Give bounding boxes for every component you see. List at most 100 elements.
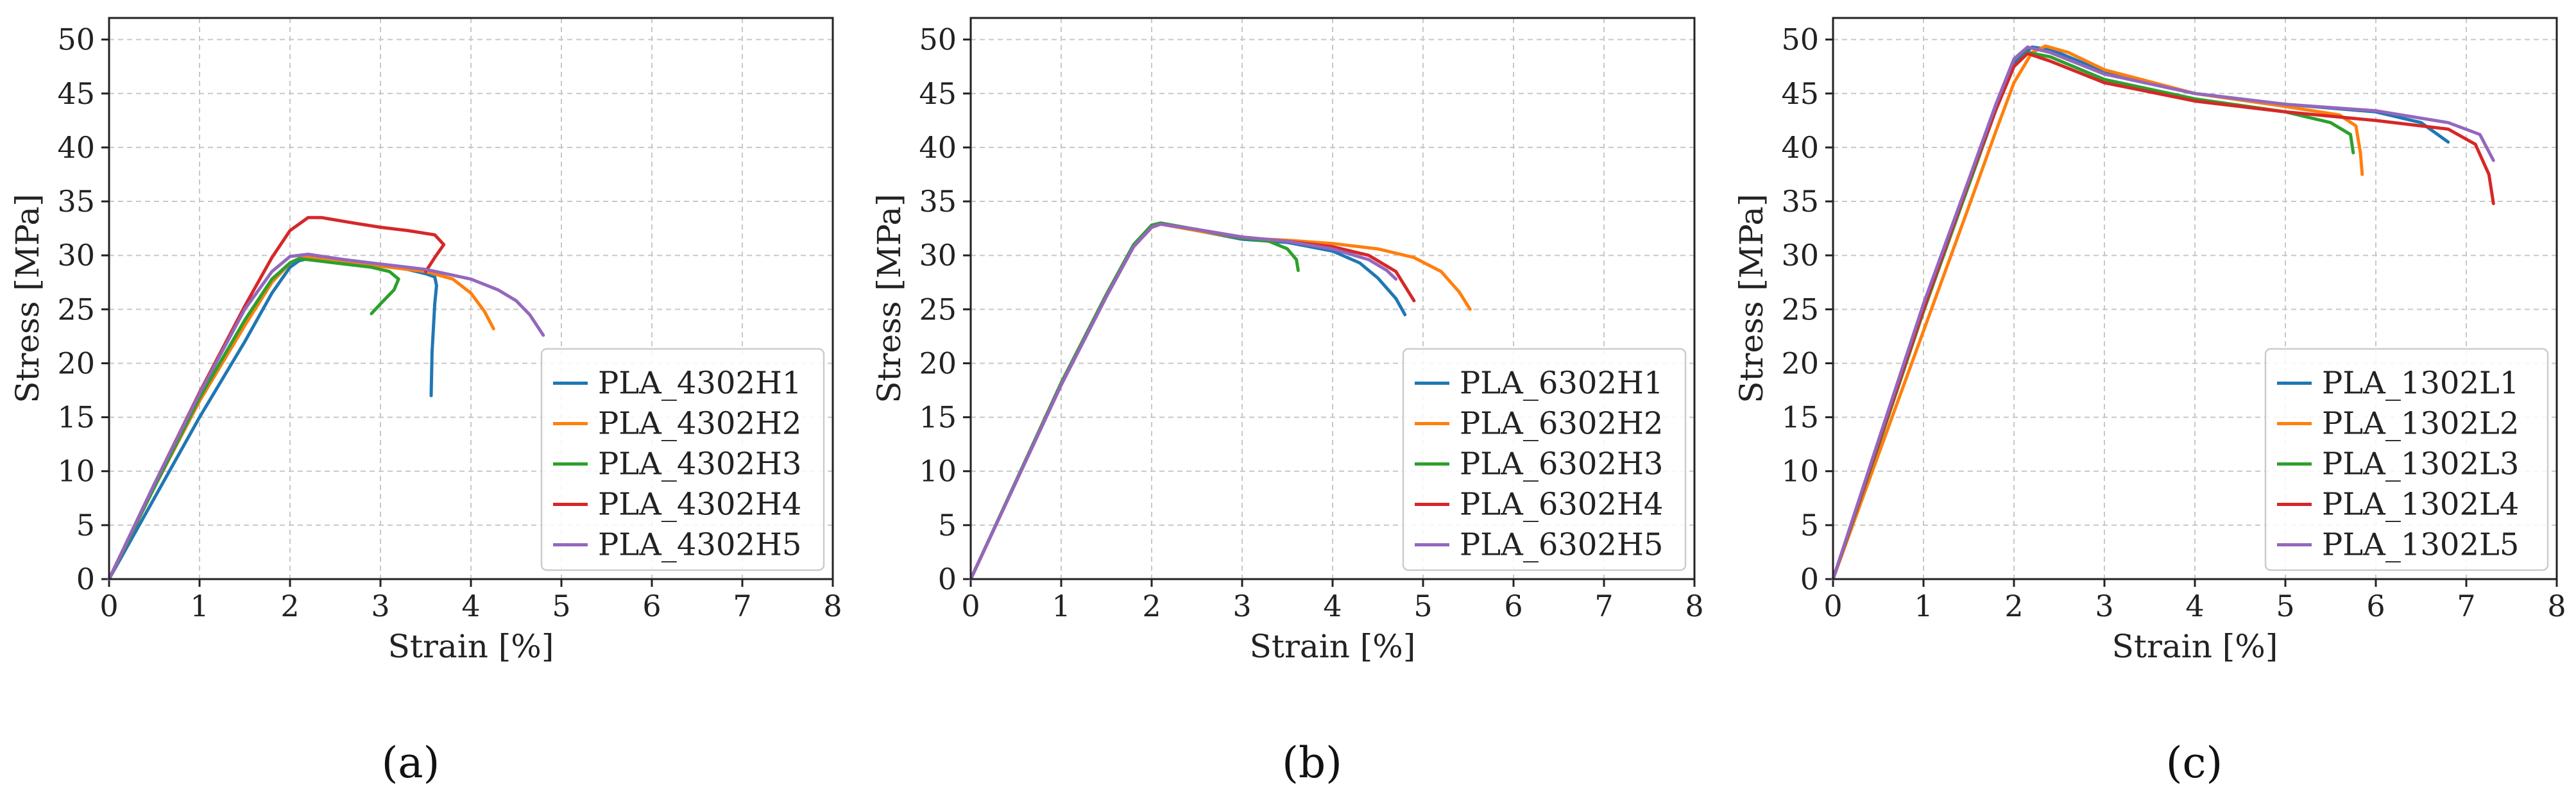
y-tick-label: 10: [919, 454, 957, 489]
y-tick-label: 20: [919, 346, 957, 380]
series-line-pla-6302h5: [969, 222, 1398, 581]
legend-box: [540, 348, 825, 571]
axes-frame: [1832, 17, 2558, 580]
y-tick-label: 35: [57, 184, 95, 219]
y-tick-label: 35: [919, 184, 957, 219]
panel-label: (b): [1282, 738, 1342, 788]
x-tick-label: 3: [371, 589, 389, 623]
y-tick-label: 50: [1781, 22, 1819, 57]
legend: PLA_1302L1 PLA_1302L2 PLA_1302L3 PLA_1302L4…: [2264, 348, 2549, 571]
y-tick-label: 30: [57, 238, 95, 273]
legend-label: PLA_6302H4: [1460, 487, 1663, 523]
x-tick-label: 4: [2185, 589, 2204, 623]
legend-label: PLA_4302H4: [598, 487, 801, 523]
y-axis-label: Stress [MPa]: [1733, 194, 1770, 403]
axes-frame: [108, 17, 834, 580]
y-tick-label: 25: [919, 292, 957, 326]
x-tick-label: 4: [1323, 589, 1342, 623]
y-axis-label: Stress [MPa]: [9, 194, 46, 403]
legend-label: PLA_4302H5: [598, 527, 801, 563]
x-tick-label: 8: [1685, 589, 1703, 623]
series-line-pla-6302h1: [969, 222, 1407, 581]
y-tick-label: 10: [57, 454, 95, 489]
legend-label: PLA_1302L3: [2322, 446, 2519, 482]
x-tick-label: 7: [1594, 589, 1613, 623]
x-tick-label: 8: [2547, 589, 2566, 623]
y-tick-label: 0: [938, 562, 957, 596]
y-tick-label: 25: [1781, 292, 1819, 326]
y-tick-label: 15: [57, 400, 95, 435]
legend-label: PLA_6302H3: [1460, 446, 1663, 482]
x-tick-label: 3: [1233, 589, 1251, 623]
legend-label: PLA_1302L2: [2322, 406, 2519, 442]
x-tick-label: 2: [280, 589, 299, 623]
x-tick-label: 2: [2004, 589, 2023, 623]
axes-frame: [969, 17, 1696, 580]
legend-label: PLA_1302L4: [2322, 487, 2519, 523]
legend-label: PLA_4302H2: [598, 406, 801, 442]
legend: PLA_6302H1 PLA_6302H2 PLA_6302H3 PLA_6302H4…: [1402, 348, 1687, 571]
y-tick-label: 15: [919, 400, 957, 435]
x-tick-label: 5: [2276, 589, 2294, 623]
y-tick-label: 10: [1781, 454, 1819, 489]
x-tick-label: 0: [1823, 589, 1842, 623]
y-tick-label: 45: [919, 76, 957, 111]
legend-label: PLA_1302L5: [2322, 527, 2519, 563]
y-tick-label: 30: [919, 238, 957, 273]
legend-label: PLA_1302L1: [2322, 366, 2519, 401]
y-tick-label: 35: [1781, 184, 1819, 219]
x-tick-label: 7: [2457, 589, 2475, 623]
y-tick-label: 20: [57, 346, 95, 380]
panel-label: (a): [382, 738, 440, 788]
y-tick-label: 50: [57, 22, 95, 57]
x-tick-label: 1: [1052, 589, 1070, 623]
y-tick-label: 45: [1781, 76, 1819, 111]
series-line-pla-4302h5: [107, 253, 545, 581]
legend-box: [2264, 348, 2549, 571]
x-tick-label: 4: [461, 589, 480, 623]
x-tick-label: 0: [961, 589, 980, 623]
y-tick-label: 45: [57, 76, 95, 111]
legend: PLA_4302H1 PLA_4302H2 PLA_4302H3 PLA_4302H4…: [540, 348, 825, 571]
y-tick-label: 0: [1800, 562, 1819, 596]
y-tick-label: 25: [57, 292, 95, 326]
y-tick-label: 40: [57, 130, 95, 165]
y-tick-label: 5: [938, 508, 957, 543]
y-tick-label: 40: [919, 130, 957, 165]
x-tick-label: 5: [552, 589, 570, 623]
y-tick-label: 5: [76, 508, 95, 543]
legend-label: PLA_6302H2: [1460, 406, 1663, 442]
panel-label: (c): [2166, 738, 2222, 788]
x-tick-label: 0: [99, 589, 118, 623]
y-tick-label: 20: [1781, 346, 1819, 380]
y-tick-label: 5: [1800, 508, 1819, 543]
x-tick-label: 8: [823, 589, 842, 623]
x-tick-label: 7: [733, 589, 751, 623]
x-tick-label: 2: [1142, 589, 1161, 623]
series-line-pla-6302h4: [969, 222, 1416, 581]
x-tick-label: 6: [1504, 589, 1523, 623]
legend-label: PLA_6302H5: [1460, 527, 1663, 563]
legend-label: PLA_4302H3: [598, 446, 801, 482]
y-tick-label: 15: [1781, 400, 1819, 435]
series-line-pla-4302h4: [107, 215, 446, 581]
x-axis-label: Strain [%]: [2112, 628, 2278, 665]
legend-label: PLA_6302H1: [1460, 366, 1663, 401]
x-tick-label: 3: [2095, 589, 2113, 623]
legend-box: [1402, 348, 1687, 571]
x-tick-label: 5: [1413, 589, 1432, 623]
y-tick-label: 40: [1781, 130, 1819, 165]
y-tick-label: 30: [1781, 238, 1819, 273]
x-tick-label: 1: [1914, 589, 1932, 623]
y-tick-label: 50: [919, 22, 957, 57]
x-tick-label: 1: [190, 589, 209, 623]
x-tick-label: 6: [2366, 589, 2385, 623]
series-line-pla-1302l2: [1831, 44, 2364, 581]
legend-label: PLA_4302H1: [598, 366, 801, 401]
x-tick-label: 6: [642, 589, 661, 623]
series-line-pla-4302h3: [107, 257, 400, 581]
